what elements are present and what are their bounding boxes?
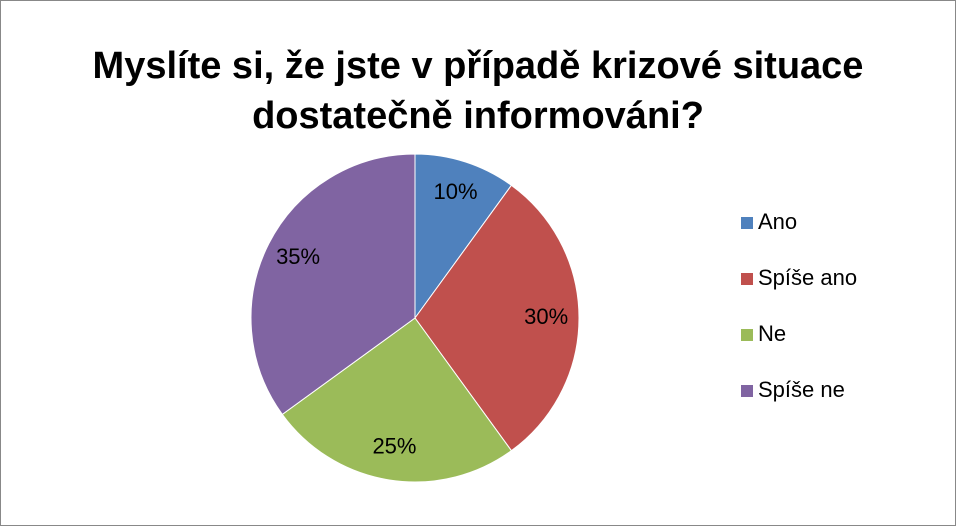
legend-swatch [741, 217, 753, 229]
data-label: 30% [524, 304, 568, 329]
legend-swatch [741, 273, 753, 285]
legend-label: Spíše ne [758, 377, 845, 402]
legend-swatch [741, 329, 753, 341]
data-label: 10% [434, 179, 478, 204]
pie-slice [281, 317, 513, 483]
legend-label: Ano [758, 209, 797, 234]
data-label: 25% [372, 433, 416, 458]
legend-swatch [741, 385, 753, 397]
legend-label: Ne [758, 321, 786, 346]
pie-slice [250, 153, 416, 416]
chart-title: Myslíte si, že jste v případě krizové si… [92, 45, 864, 137]
pie-slice [414, 184, 580, 452]
data-label: 35% [276, 244, 320, 269]
pie-slice [414, 153, 513, 320]
legend-label: Spíše ano [758, 265, 857, 290]
